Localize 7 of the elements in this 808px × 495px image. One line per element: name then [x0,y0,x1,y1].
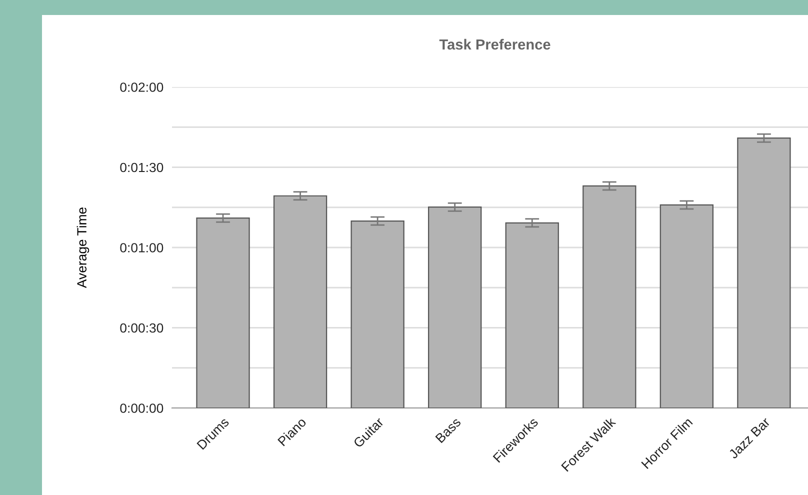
y-tick-label: 0:02:00 [120,82,164,92]
y-tick-label: 0:01:30 [120,162,164,172]
y-axis-title: Average Time [76,207,90,288]
y-tick-label: 0:00:00 [120,404,164,413]
y-tick-label: 0:00:30 [120,323,164,333]
chart-title: Task Preference [439,38,550,50]
y-tick-label: 0:01:00 [120,243,164,252]
